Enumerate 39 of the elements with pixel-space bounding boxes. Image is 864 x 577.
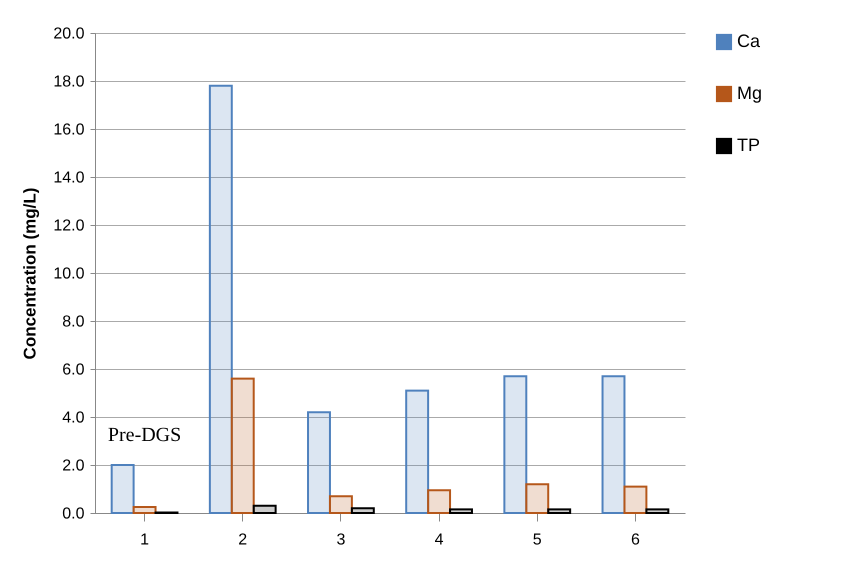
legend-label: Mg xyxy=(737,83,762,103)
x-tick-label: 1 xyxy=(140,532,150,548)
bar xyxy=(132,506,157,514)
bar xyxy=(602,375,626,514)
bar xyxy=(427,489,452,514)
bar xyxy=(449,508,473,514)
y-tick-label: 12.0 xyxy=(53,218,85,234)
bar xyxy=(547,508,572,514)
y-tick-label: 4.0 xyxy=(62,410,85,426)
bar xyxy=(645,508,670,514)
bar xyxy=(525,483,550,514)
x-tick-label: 4 xyxy=(434,532,444,548)
bar xyxy=(503,375,528,514)
x-tick-label: 5 xyxy=(532,532,542,548)
y-tick-label: 6.0 xyxy=(62,362,85,378)
y-axis-title: Concentration (mg/L) xyxy=(20,188,40,360)
x-tick-label: 3 xyxy=(336,532,346,548)
x-tick-label: 6 xyxy=(630,532,640,548)
bar xyxy=(350,507,375,514)
annotation: Pre-DGS xyxy=(108,424,182,446)
y-tick-label: 8.0 xyxy=(62,314,85,330)
x-tick-label: 2 xyxy=(238,532,248,548)
bar xyxy=(328,495,353,514)
y-tick-label: 16.0 xyxy=(53,122,85,138)
y-tick-label: 0.0 xyxy=(62,506,85,522)
bar xyxy=(623,486,648,514)
bar xyxy=(405,390,430,514)
bar xyxy=(252,504,277,514)
y-tick-label: 18.0 xyxy=(53,74,85,90)
legend-label: Ca xyxy=(737,31,761,51)
y-tick-label: 20.0 xyxy=(53,26,85,42)
bar xyxy=(110,464,135,514)
legend-label: TP xyxy=(737,135,760,155)
bar xyxy=(230,378,255,514)
bar xyxy=(208,84,233,514)
y-tick-label: 14.0 xyxy=(53,170,85,186)
bar xyxy=(307,411,331,514)
y-tick-label: 10.0 xyxy=(53,266,85,282)
y-tick-label: 2.0 xyxy=(62,458,85,474)
